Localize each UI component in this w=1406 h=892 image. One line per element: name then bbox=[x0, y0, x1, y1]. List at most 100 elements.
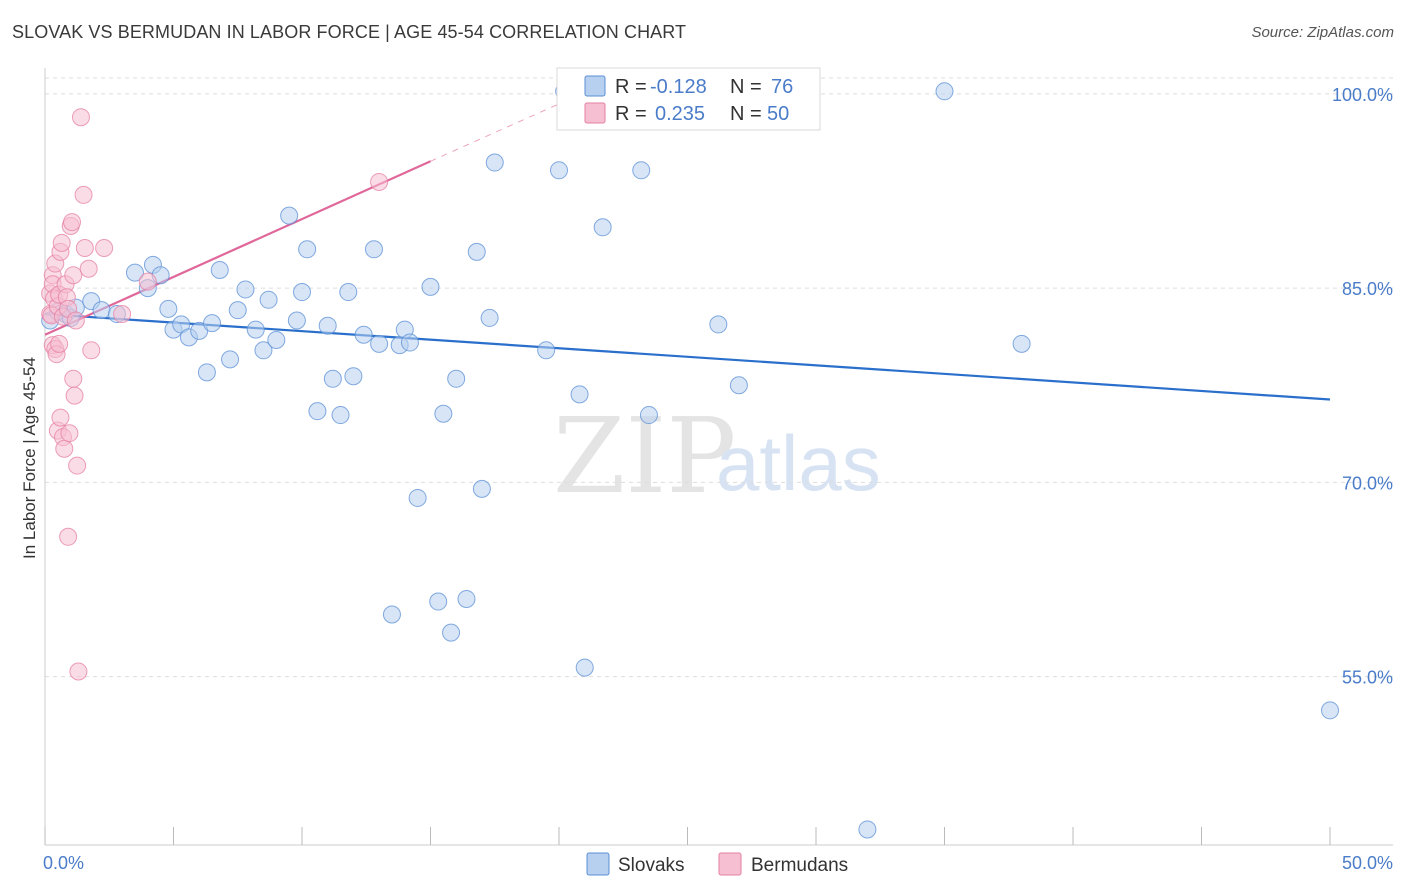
point-slovak bbox=[632, 161, 651, 180]
source-credit: Source: ZipAtlas.com bbox=[1251, 24, 1394, 41]
point-slovak bbox=[318, 316, 337, 335]
legend-r-value-slovaks: -0.128 bbox=[650, 76, 707, 98]
point-slovak bbox=[421, 277, 440, 296]
point-bermudan bbox=[69, 662, 88, 681]
trend-line-bermudans-extension bbox=[430, 80, 611, 162]
point-slovak bbox=[293, 283, 311, 302]
point-slovak bbox=[308, 402, 327, 421]
point-slovak bbox=[457, 589, 476, 608]
y-axis-label: In Labor Force | Age 45-54 bbox=[20, 357, 39, 559]
point-slovak bbox=[228, 301, 247, 320]
point-slovak bbox=[485, 153, 504, 172]
legend-n-value-bermudans: 50 bbox=[767, 103, 789, 125]
point-slovak bbox=[354, 325, 373, 344]
legend-r-value-bermudans: 0.235 bbox=[655, 103, 705, 125]
y-tick-label: 70.0% bbox=[1342, 473, 1393, 493]
point-slovak bbox=[447, 369, 466, 388]
y-tick-label: 100.0% bbox=[1332, 85, 1393, 105]
point-slovak bbox=[400, 333, 419, 352]
point-slovak bbox=[537, 341, 556, 360]
point-slovak bbox=[210, 261, 229, 280]
point-bermudan bbox=[138, 272, 157, 291]
point-slovak bbox=[593, 218, 612, 237]
point-bermudan bbox=[75, 239, 94, 258]
point-bermudan bbox=[68, 456, 87, 475]
point-slovak bbox=[550, 161, 568, 180]
point-slovak bbox=[298, 240, 317, 259]
legend-n-value-slovaks: 76 bbox=[771, 76, 793, 98]
point-slovak bbox=[344, 367, 363, 386]
bottom-legend-swatch-slovaks bbox=[586, 852, 610, 876]
point-slovak bbox=[480, 308, 499, 327]
axes bbox=[44, 68, 1393, 846]
point-slovak bbox=[159, 299, 178, 318]
point-slovak bbox=[259, 290, 278, 309]
point-slovak bbox=[570, 385, 589, 404]
y-tick-label: 55.0% bbox=[1342, 668, 1393, 688]
point-bermudan bbox=[82, 341, 101, 360]
point-slovak bbox=[382, 605, 401, 624]
point-slovak bbox=[429, 592, 448, 611]
point-slovak bbox=[575, 658, 594, 677]
point-slovak bbox=[323, 369, 342, 388]
point-bermudan bbox=[60, 424, 79, 443]
point-slovak bbox=[434, 404, 453, 423]
watermark-atlas: atlas bbox=[716, 419, 881, 507]
data-points bbox=[41, 82, 1339, 839]
point-slovak bbox=[203, 314, 222, 333]
point-slovak bbox=[280, 206, 299, 225]
point-slovak bbox=[221, 350, 240, 369]
point-slovak bbox=[1012, 334, 1031, 353]
point-slovak bbox=[1321, 701, 1339, 720]
point-bermudan bbox=[71, 108, 90, 127]
point-bermudan bbox=[66, 311, 85, 330]
point-slovak bbox=[639, 406, 658, 425]
point-bermudan bbox=[59, 527, 78, 546]
point-bermudan bbox=[50, 334, 69, 353]
point-slovak bbox=[197, 363, 216, 382]
point-slovak bbox=[709, 315, 728, 334]
point-slovak bbox=[267, 330, 286, 349]
point-slovak bbox=[254, 341, 273, 360]
legend-swatch-slovaks bbox=[584, 75, 606, 97]
legend-n-label-slovaks: N = bbox=[730, 76, 762, 98]
grid-lines bbox=[45, 77, 1393, 678]
point-slovak bbox=[467, 242, 486, 261]
point-bermudan bbox=[55, 439, 74, 458]
point-slovak bbox=[472, 479, 491, 498]
point-bermudan bbox=[113, 305, 132, 324]
watermark: ZIP atlas bbox=[553, 395, 881, 517]
point-slovak bbox=[370, 334, 389, 353]
point-slovak bbox=[858, 820, 877, 839]
point-bermudan bbox=[95, 239, 114, 258]
point-bermudan bbox=[74, 185, 93, 204]
legend-r-label-slovaks: R = bbox=[615, 76, 647, 98]
y-tick-label: 85.0% bbox=[1342, 279, 1393, 299]
point-bermudan bbox=[51, 408, 70, 427]
point-slovak bbox=[364, 240, 383, 259]
x-tick-label-min: 0.0% bbox=[43, 853, 84, 873]
point-bermudan bbox=[62, 213, 81, 232]
point-slovak bbox=[287, 311, 306, 330]
point-slovak bbox=[246, 320, 265, 339]
bottom-legend-swatch-bermudans bbox=[718, 852, 742, 876]
point-bermudan bbox=[370, 172, 389, 191]
bottom-legend: Slovaks Bermudans bbox=[586, 852, 848, 876]
point-bermudan bbox=[65, 386, 84, 405]
x-tick-label-max: 50.0% bbox=[1342, 853, 1393, 873]
legend-swatch-bermudans bbox=[584, 102, 606, 124]
point-slovak bbox=[236, 280, 255, 299]
point-bermudan bbox=[64, 266, 83, 285]
bottom-legend-label-slovaks: Slovaks bbox=[618, 855, 685, 876]
legend-r-label-bermudans: R = bbox=[615, 103, 647, 125]
point-bermudan bbox=[52, 233, 71, 252]
point-bermudan bbox=[79, 259, 98, 278]
point-slovak bbox=[125, 263, 144, 282]
point-slovak bbox=[408, 488, 427, 507]
point-slovak bbox=[339, 283, 358, 302]
point-slovak bbox=[935, 82, 954, 101]
legend-n-label-bermudans: N = bbox=[730, 103, 762, 125]
point-slovak bbox=[729, 376, 748, 395]
point-bermudan bbox=[64, 369, 83, 388]
